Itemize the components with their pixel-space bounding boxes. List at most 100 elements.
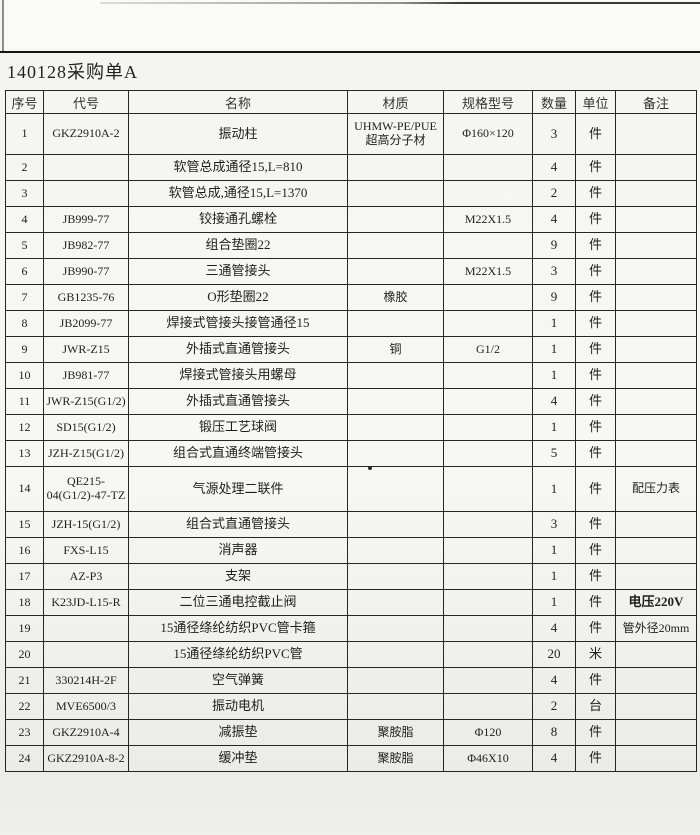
cell-seq: 4 <box>5 206 44 233</box>
cell-seq: 22 <box>5 693 44 720</box>
cell-name: 15通径绦纶纺织PVC管 <box>128 641 348 668</box>
cell-remark <box>615 310 697 337</box>
cell-seq: 12 <box>5 414 44 441</box>
cell-unit: 件 <box>575 362 616 389</box>
cell-code: AZ-P3 <box>43 563 129 590</box>
cell-name: 支架 <box>128 563 348 590</box>
cell-spec <box>443 414 533 441</box>
col-header-qty: 数量 <box>532 90 576 114</box>
cell-name: 空气弹簧 <box>128 667 348 694</box>
cell-material: 橡胶 <box>347 284 444 311</box>
cell-material: 聚胺脂 <box>347 745 444 772</box>
table-row: 9 JWR-Z15 外插式直通管接头铜 G1/2 1 件 <box>5 336 697 363</box>
cell-remark <box>615 388 697 415</box>
document-title: 140128采购单A <box>7 62 138 82</box>
scan-top-margin <box>4 0 700 50</box>
table-row: 24 GKZ2910A-8-2 缓冲垫 聚胺脂 Φ46X10 4 件 <box>5 745 697 772</box>
cell-spec: Φ46X10 <box>443 745 533 772</box>
cell-qty: 9 <box>532 232 576 259</box>
table-row: 5 JB982-77 组合垫圈22 9 件 <box>5 232 697 259</box>
cell-unit: 件 <box>575 113 616 155</box>
purchase-order-table: 序号 代号 名称 材质 规格型号 数量 单位 备注 1 GKZ2910A-2 振动柱… <box>5 90 697 772</box>
cell-remark <box>615 641 697 668</box>
cell-material <box>347 693 444 720</box>
table-row: 19 15通径绦纶纺织PVC管卡箍 4 件管外径20mm <box>5 615 697 642</box>
cell-unit: 米 <box>575 641 616 668</box>
cell-name: 外插式直通管接头 <box>128 388 348 415</box>
col-header-spec: 规格型号 <box>443 90 533 114</box>
cell-remark: 配压力表 <box>615 466 697 512</box>
cell-name: 焊接式管接头接管通径15 <box>128 310 348 337</box>
cell-unit: 件 <box>575 284 616 311</box>
cell-name: O形垫圈22 <box>128 284 348 311</box>
cell-name: 组合式直通终端管接头 <box>128 440 348 467</box>
cell-unit: 台 <box>575 693 616 720</box>
cell-remark <box>615 563 697 590</box>
cell-spec <box>443 693 533 720</box>
cell-unit: 件 <box>575 388 616 415</box>
cell-qty: 4 <box>532 388 576 415</box>
cell-spec <box>443 180 533 207</box>
cell-seq: 18 <box>5 589 44 616</box>
cell-unit: 件 <box>575 511 616 538</box>
cell-qty: 1 <box>532 589 576 616</box>
cell-seq: 14 <box>5 466 44 512</box>
cell-spec <box>443 440 533 467</box>
cell-seq: 15 <box>5 511 44 538</box>
table-row: 14 QE215-04(G1/2)-47-TZ 气源处理二联件 1 件配压力表 <box>5 466 697 512</box>
cell-name: 二位三通电控截止阀 <box>128 589 348 616</box>
cell-unit: 件 <box>575 206 616 233</box>
cell-material <box>347 563 444 590</box>
cell-name: 焊接式管接头用螺母 <box>128 362 348 389</box>
cell-unit: 件 <box>575 589 616 616</box>
cell-name: 气源处理二联件 <box>128 466 348 512</box>
table-row: 23 GKZ2910A-4 减振垫 聚胺脂 Φ120 8 件 <box>5 719 697 746</box>
cell-name: 外插式直通管接头 <box>128 336 348 363</box>
cell-code: JB2099-77 <box>43 310 129 337</box>
table-row: 15 JZH-15(G1/2) 组合式直通管接头 3 件 <box>5 511 697 538</box>
cell-spec <box>443 537 533 564</box>
cell-spec <box>443 511 533 538</box>
cell-unit: 件 <box>575 414 616 441</box>
cell-remark <box>615 284 697 311</box>
cell-remark <box>615 154 697 181</box>
cell-spec <box>443 232 533 259</box>
cell-seq: 16 <box>5 537 44 564</box>
cell-qty: 4 <box>532 154 576 181</box>
cell-code <box>43 180 129 207</box>
cell-material <box>347 232 444 259</box>
cell-code: MVE6500/3 <box>43 693 129 720</box>
cell-unit: 件 <box>575 537 616 564</box>
cell-spec <box>443 667 533 694</box>
cell-qty: 9 <box>532 284 576 311</box>
cell-name: 振动柱 <box>128 113 348 155</box>
cell-material <box>347 589 444 616</box>
cell-seq: 11 <box>5 388 44 415</box>
table-row: 10 JB981-77 焊接式管接头用螺母 1 件 <box>5 362 697 389</box>
cell-spec: Φ120 <box>443 719 533 746</box>
cell-code: GKZ2910A-2 <box>43 113 129 155</box>
table-row: 17 AZ-P3 支架 1 件 <box>5 563 697 590</box>
cell-qty: 4 <box>532 615 576 642</box>
cell-code: QE215-04(G1/2)-47-TZ <box>43 466 129 512</box>
cell-material <box>347 180 444 207</box>
cell-spec <box>443 362 533 389</box>
cell-seq: 9 <box>5 336 44 363</box>
cell-remark <box>615 362 697 389</box>
cell-remark <box>615 113 697 155</box>
cell-material <box>347 466 444 512</box>
cell-unit: 件 <box>575 745 616 772</box>
cell-spec <box>443 641 533 668</box>
cell-qty: 1 <box>532 414 576 441</box>
cell-code <box>43 615 129 642</box>
cell-qty: 1 <box>532 537 576 564</box>
scan-top-edge-line <box>100 2 700 4</box>
table-row: 1 GKZ2910A-2 振动柱 UHMW-PE/PUE 超高分子材 Φ160×120 3… <box>5 113 697 155</box>
cell-spec <box>443 284 533 311</box>
cell-material: UHMW-PE/PUE 超高分子材 <box>347 113 444 155</box>
cell-material <box>347 641 444 668</box>
cell-unit: 件 <box>575 180 616 207</box>
cell-name: 消声器 <box>128 537 348 564</box>
col-header-unit: 单位 <box>575 90 616 114</box>
cell-unit: 件 <box>575 466 616 512</box>
